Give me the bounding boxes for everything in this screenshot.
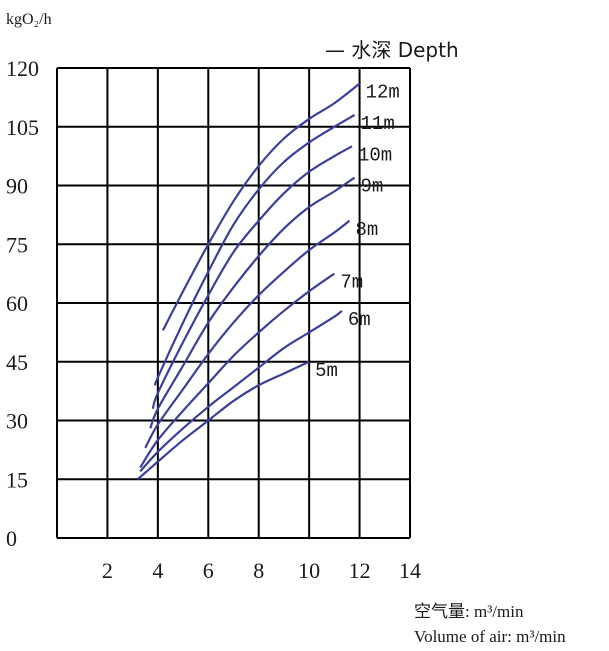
- y-tick-label: 30: [6, 409, 28, 434]
- y-tick-label: 60: [6, 291, 28, 316]
- y-tick-label: 120: [6, 56, 39, 81]
- x-tick-label: 10: [298, 558, 320, 583]
- series-line-10m: [151, 145, 353, 410]
- series-line-8m: [144, 219, 351, 449]
- series-labels: 5m 6m 7m 8m 9m 10m 11m 12m: [315, 82, 400, 382]
- series-label-8m: 8m: [355, 219, 378, 241]
- x-tick-label: 12: [349, 558, 371, 583]
- x-axis-title-en: Volume of air: m³/min: [414, 627, 566, 646]
- y-tick-label: 15: [6, 467, 28, 492]
- x-tick-label: 2: [102, 558, 113, 583]
- y-tick-label: 105: [6, 115, 39, 140]
- y-tick-label: 75: [6, 232, 28, 257]
- series-label-5m: 5m: [315, 360, 338, 382]
- y-tick-label: 45: [6, 350, 28, 375]
- series-label-9m: 9m: [361, 176, 384, 198]
- x-axis-title-cn: 空气量: m³/min: [414, 602, 524, 621]
- chart-grid: [56, 67, 411, 539]
- y-tick-label: 0: [6, 526, 17, 551]
- x-tick-label: 4: [152, 558, 163, 583]
- series-label-10m: 10m: [358, 144, 392, 166]
- series-line-11m: [153, 114, 356, 387]
- x-tick-labels: 2 4 6 8 10 12 14: [102, 558, 421, 583]
- y-tick-labels: 0 15 30 45 60 75 90 105 120: [6, 56, 39, 551]
- x-tick-label: 6: [203, 558, 214, 583]
- series-line-5m: [136, 360, 310, 481]
- series-line-7m: [139, 272, 335, 469]
- series-line-6m: [139, 309, 343, 473]
- x-tick-label: 14: [399, 558, 421, 583]
- series-label-12m: 12m: [366, 82, 400, 104]
- series-label-7m: 7m: [340, 272, 363, 294]
- series-label-6m: 6m: [348, 309, 371, 331]
- series-lines: [136, 82, 361, 481]
- x-tick-label: 8: [253, 558, 264, 583]
- y-tick-label: 90: [6, 174, 28, 199]
- series-line-12m: [161, 82, 361, 331]
- series-line-9m: [149, 176, 356, 429]
- series-label-11m: 11m: [361, 113, 395, 135]
- y-axis-title: kgO₂/h: [6, 11, 52, 28]
- legend: — 水深 Depth: [325, 38, 459, 62]
